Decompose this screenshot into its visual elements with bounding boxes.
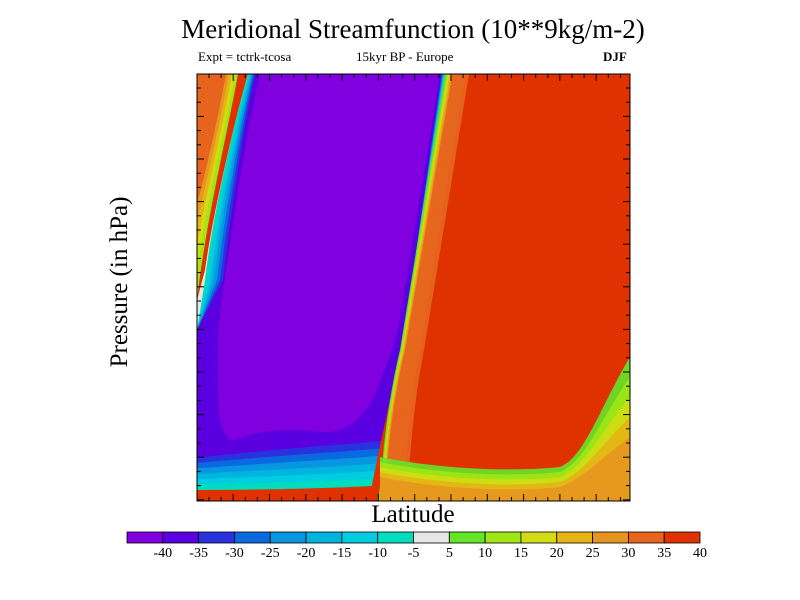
colorbar-tick-label: 10 — [478, 546, 492, 561]
x-axis-label: Latitude — [371, 501, 455, 528]
colorbar-tick-label: -5 — [408, 546, 420, 561]
colorbar-swatch — [413, 531, 450, 544]
colorbar-swatch — [592, 531, 629, 544]
colorbar-swatch — [341, 531, 379, 544]
colorbar-tick-label: 5 — [446, 546, 453, 561]
colorbar-tick-label: -25 — [261, 546, 280, 561]
colorbar-tick-label: 40 — [693, 546, 707, 561]
surface-band-3 — [380, 417, 630, 501]
colorbar-tick-label: -20 — [297, 546, 316, 561]
colorbar-swatch — [198, 531, 235, 544]
colorbar-swatch — [520, 531, 558, 544]
surface-band-1 — [380, 377, 630, 501]
surface-band-2 — [380, 397, 630, 501]
colorbar-swatch — [269, 531, 307, 544]
colorbar-swatch — [484, 531, 522, 544]
plot-frame — [196, 73, 631, 502]
surface-band-0 — [380, 357, 630, 501]
chart-title: Meridional Streamfunction (10**9kg/m-2) — [181, 14, 645, 44]
southern-positive-band-4 — [197, 74, 226, 203]
colorbar-tick-label: 35 — [657, 546, 671, 561]
colorbar-tick-label: -15 — [333, 546, 352, 561]
axis-ticks — [197, 74, 630, 501]
colorbar-swatch — [234, 531, 271, 544]
colorbar-swatch — [377, 531, 414, 544]
colorbar-swatch — [305, 531, 343, 544]
colorbar-tick-label: -40 — [153, 546, 172, 561]
experiment-label: Expt = tctrk-tcosa — [198, 49, 292, 64]
colorbar-tick-label: -35 — [189, 546, 208, 561]
colorbar-tick-label: 30 — [621, 546, 635, 561]
colorbar-swatch — [448, 531, 486, 544]
negative-cell-core — [218, 74, 440, 440]
surface-band-4 — [380, 437, 630, 501]
colorbar-tick-label: 20 — [550, 546, 564, 561]
colorbar-tick-label: 25 — [586, 546, 600, 561]
colorbar-swatch — [162, 531, 200, 544]
colorbar-swatch — [627, 531, 665, 544]
front-band-5 — [383, 74, 469, 501]
period-region-label: 15kyr BP - Europe — [356, 49, 454, 64]
contour-fields — [197, 74, 630, 501]
colorbar-tick-label: 15 — [514, 546, 528, 561]
colorbar-swatch — [556, 531, 593, 544]
colorbar-tick-label: -10 — [368, 546, 387, 561]
colorbar-swatch — [663, 531, 701, 544]
colorbar-swatch — [126, 531, 164, 544]
season-label: DJF — [603, 49, 627, 64]
colorbar-tick-label: -30 — [225, 546, 244, 561]
